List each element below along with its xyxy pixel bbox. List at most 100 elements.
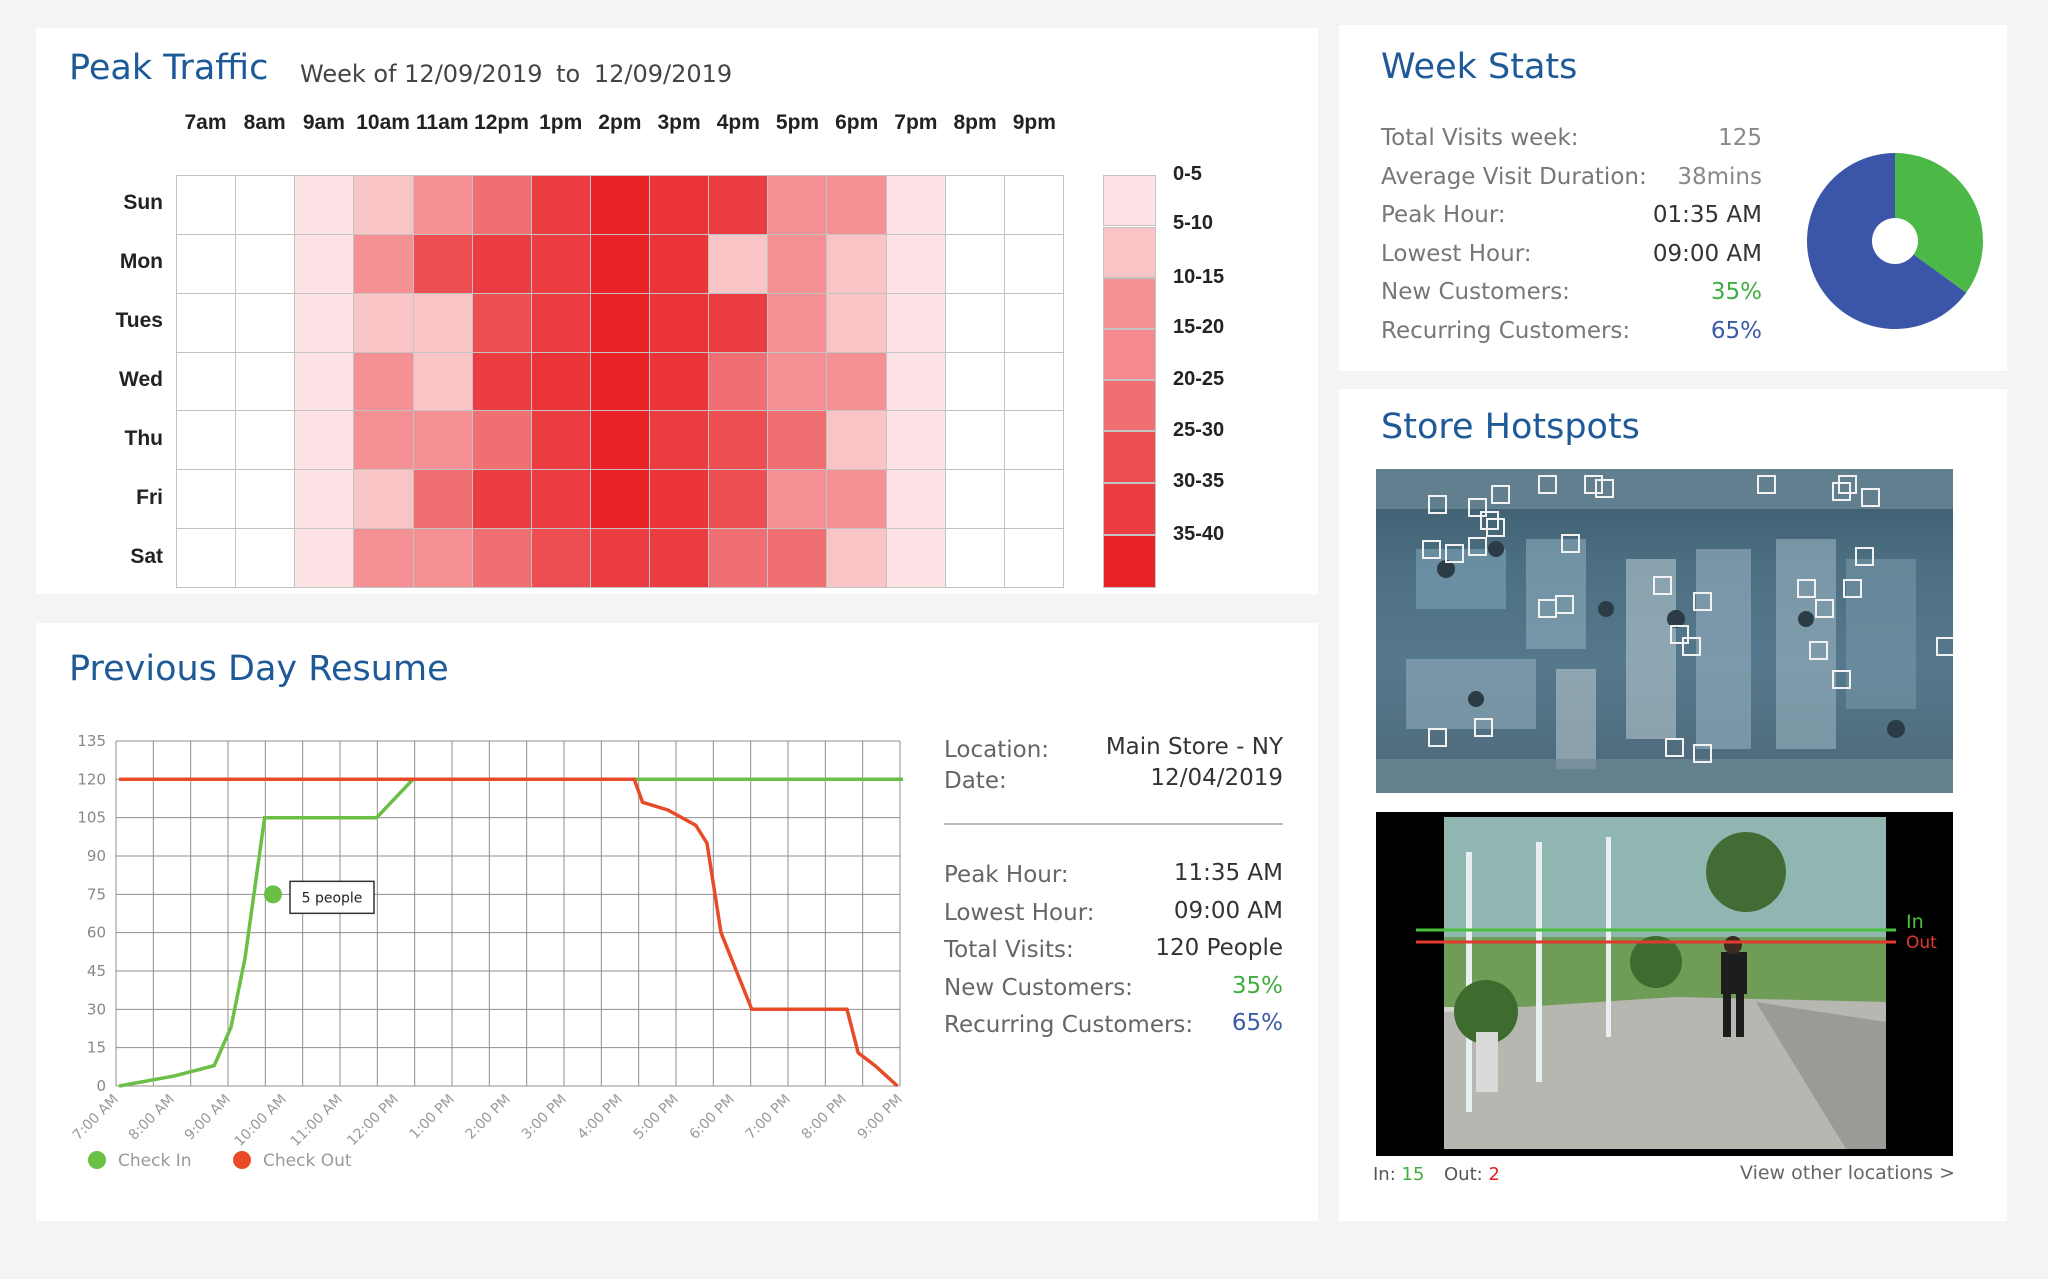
annotation-tooltip [289, 880, 375, 915]
heatmap-cell [590, 234, 651, 294]
heatmap-cell [945, 352, 1005, 412]
hour-label: 12pm [474, 111, 529, 134]
heatmap-cell [709, 411, 769, 471]
peak-traffic-panel: Peak Traffic Week of 12/09/2019 to 12/09… [36, 28, 1318, 594]
y-tick-label: 75 [87, 885, 106, 903]
pie-hole [1872, 218, 1918, 264]
heatmap-cell [886, 293, 946, 353]
date-to[interactable]: 12/09/2019 [593, 60, 733, 88]
legend-label: 15-20 [1173, 316, 1225, 338]
x-tick-label: 1:00 PM [407, 1092, 458, 1143]
hotspot-marker [1479, 511, 1499, 531]
heatmap-cell [886, 176, 946, 235]
heatmap-cell [945, 411, 1005, 471]
heatmap-cell [354, 234, 414, 294]
week-prefix: Week of [300, 60, 397, 88]
heatmap-cell [531, 293, 591, 353]
heatmap-cell [354, 411, 414, 471]
entrance-scene [1416, 817, 1896, 1149]
resume-stat-value: 35% [1231, 972, 1283, 999]
pie-slice [1895, 153, 1983, 293]
hotspot-marker [1468, 498, 1488, 518]
annotation-point[interactable] [264, 885, 282, 904]
view-other-locations-link[interactable]: View other locations > [1740, 1162, 1956, 1184]
hour-label: 3pm [657, 111, 701, 134]
heatmap-cell [886, 470, 946, 530]
x-tick-label: 3:00 PM [519, 1092, 570, 1143]
heatmap-cell [1004, 293, 1064, 353]
heatmap-cell [413, 352, 473, 412]
heatmap-cell [590, 529, 651, 588]
legend-label: 10-15 [1173, 266, 1225, 288]
legend-label[interactable]: Check In [118, 1151, 192, 1170]
hotspot-marker [1560, 533, 1580, 553]
hour-label: 7am [184, 111, 227, 134]
heatmap-cell [945, 176, 1005, 235]
hotspot-marker [1445, 543, 1465, 563]
resume-stat-label: Recurring Customers: [944, 1012, 1194, 1038]
day-label: Fri [136, 486, 163, 509]
heatmap-cell [295, 176, 355, 235]
heatmap-cell [472, 470, 532, 530]
hotspot-marker [1422, 540, 1442, 560]
x-tick-label: 12:00 PM [344, 1092, 402, 1150]
heatmap-cell [472, 293, 532, 353]
day-label: Mon [119, 250, 163, 273]
hotspot-marker [1485, 517, 1505, 537]
heatmap-cell [472, 529, 532, 588]
heatmap-cell [590, 293, 651, 353]
date-from[interactable]: 12/09/2019 [404, 60, 543, 88]
heatmap-cell [945, 293, 1005, 353]
series-line-check-out [119, 777, 899, 1088]
hotspot-marker [1664, 737, 1684, 757]
week-stat-value: 125 [1718, 125, 1762, 151]
heatmap-cell [650, 234, 710, 294]
hotspot-marker [1427, 494, 1447, 514]
hotspot-marker [1854, 546, 1874, 566]
resume-stat-label: Total Visits: [944, 937, 1074, 963]
hotspot-marker [1935, 637, 1953, 657]
heatmap-cell [709, 470, 769, 530]
hour-label: 8pm [953, 111, 997, 134]
y-tick-label: 45 [87, 962, 106, 980]
heatmap-cell [768, 352, 828, 412]
heatmap-cell [354, 293, 414, 353]
heatmap-cell [236, 352, 296, 412]
legend-swatch [1103, 483, 1156, 535]
heatmap-cell [650, 470, 710, 530]
week-stats-title: Week Stats [1381, 47, 1578, 87]
hour-label: 5pm [775, 111, 820, 134]
week-stat-label: New Customers: [1381, 279, 1570, 305]
hotspot-marker [1831, 669, 1851, 689]
date-label: Date: [944, 768, 1007, 794]
heatmap-cell [650, 411, 710, 471]
heatmap-cell [827, 470, 887, 530]
heatmap-cell [768, 529, 828, 588]
heatmap-grid [176, 175, 1064, 588]
heatmap-cell [945, 234, 1005, 294]
hotspot-marker [1756, 475, 1776, 495]
heatmap-cell [709, 352, 769, 412]
resume-divider [944, 823, 1283, 825]
date-value: 12/04/2019 [1150, 765, 1283, 791]
legend-label[interactable]: Check Out [263, 1151, 352, 1170]
resume-stat-label: New Customers: [944, 974, 1133, 1001]
hotspot-marker [1797, 579, 1817, 599]
line-out-label: Out [1906, 933, 1937, 953]
x-tick-label: 5:00 PM [631, 1092, 682, 1143]
hotspots-camera-overhead[interactable] [1376, 469, 1953, 793]
hotspot-marker [1693, 592, 1713, 612]
resume-stat-label: Peak Hour: [944, 862, 1069, 888]
out-counter: Out: 2 [1444, 1164, 1500, 1185]
hour-label: 11am [416, 111, 469, 134]
hotspot-marker [1554, 595, 1574, 615]
heatmap-cell [472, 352, 532, 412]
day-label: Sat [130, 545, 163, 568]
hotspots-camera-entrance[interactable]: In Out [1376, 812, 1953, 1156]
heatmap-cell [1004, 176, 1064, 235]
day-label: Thu [124, 427, 163, 450]
week-stat-label: Peak Hour: [1381, 202, 1506, 228]
hotspot-marker [1831, 481, 1851, 501]
heatmap-cell [531, 529, 591, 588]
